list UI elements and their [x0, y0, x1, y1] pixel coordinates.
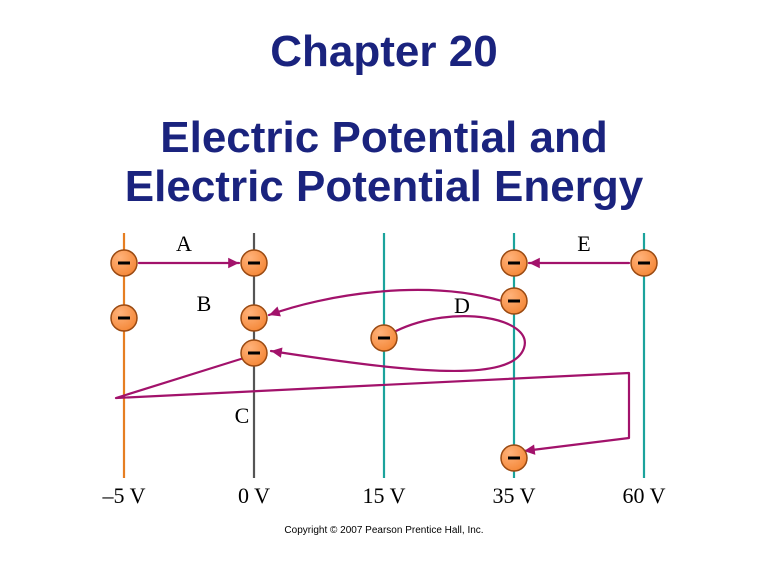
path-label-c: C: [235, 403, 250, 428]
equipotential-diagram: –5 V 0 V 15 V 35 V 60 V A E B D C: [64, 223, 704, 523]
voltage-label: 15 V: [363, 483, 406, 508]
charge-icon: [501, 288, 527, 314]
path-label-b: B: [197, 291, 212, 316]
path-label-e: E: [577, 231, 590, 256]
voltage-label: –5 V: [102, 483, 146, 508]
voltage-label: 0 V: [238, 483, 270, 508]
arrowhead-icon: [529, 258, 540, 268]
charge-icon: [371, 325, 397, 351]
arrowhead-icon: [271, 348, 282, 358]
charge-icon: [241, 340, 267, 366]
voltage-label: 60 V: [623, 483, 666, 508]
path-label-a: A: [176, 231, 192, 256]
main-title-line-a: Electric Potential and: [0, 114, 768, 162]
path-d: [271, 316, 525, 371]
charge-icon: [631, 250, 657, 276]
main-title-line-b: Electric Potential Energy: [0, 163, 768, 211]
arrowhead-icon: [228, 258, 239, 268]
charge-icon: [111, 305, 137, 331]
arrowhead-icon: [269, 307, 281, 317]
path-label-d: D: [454, 293, 470, 318]
charge-icon: [241, 250, 267, 276]
copyright-text: Copyright © 2007 Pearson Prentice Hall, …: [0, 525, 768, 536]
charge-icon: [501, 250, 527, 276]
diagram-container: –5 V 0 V 15 V 35 V 60 V A E B D C: [64, 223, 704, 523]
charge-icon: [111, 250, 137, 276]
charge-icon: [501, 445, 527, 471]
path-c: [116, 358, 629, 451]
chapter-title: Chapter 20: [0, 28, 768, 76]
charge-icon: [241, 305, 267, 331]
voltage-label: 35 V: [493, 483, 536, 508]
